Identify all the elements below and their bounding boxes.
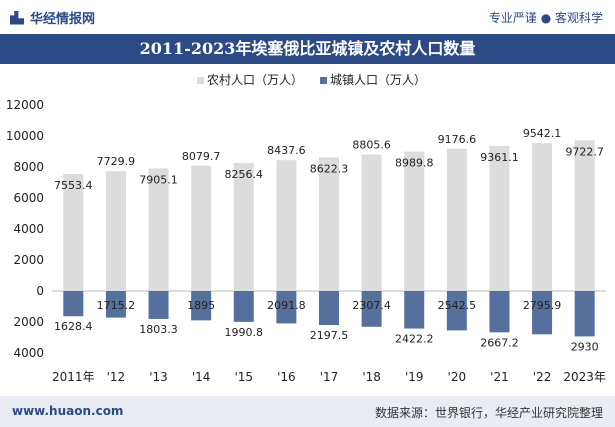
data-label-rural: 8256.4 bbox=[225, 168, 264, 181]
bar-urban bbox=[489, 291, 510, 333]
title-bar: 2011-2023年埃塞俄比亚城镇及农村人口数量 bbox=[0, 34, 615, 64]
bar-rural bbox=[446, 148, 467, 291]
bar-rural bbox=[361, 154, 382, 291]
legend-label-rural: 农村人口（万人） bbox=[207, 73, 303, 87]
bar-urban bbox=[361, 291, 382, 327]
bar-urban bbox=[404, 291, 425, 329]
data-label-rural: 7729.9 bbox=[97, 155, 136, 168]
bar-rural bbox=[319, 157, 339, 291]
bar-rural bbox=[105, 171, 126, 291]
data-label-urban: 2307.4 bbox=[352, 299, 391, 312]
data-label-urban: 2091.8 bbox=[267, 299, 306, 312]
x-tick-label: '17 bbox=[320, 370, 339, 384]
y-tick-label: 12000 bbox=[6, 98, 44, 112]
x-tick-label: 2011年 bbox=[52, 370, 95, 384]
data-label-urban: 1628.4 bbox=[54, 320, 93, 333]
y-tick-label: 4000 bbox=[13, 222, 44, 236]
y-tick-label: 2000 bbox=[13, 315, 44, 329]
bar-rural bbox=[276, 160, 297, 291]
data-label-rural: 9542.1 bbox=[523, 127, 562, 140]
bar-urban bbox=[319, 291, 339, 326]
bar-chart: 农村人口（万人） 城镇人口（万人） 12000 10000 8000 6000 4000 20… bbox=[6, 73, 606, 384]
bar-rural bbox=[574, 140, 595, 291]
data-label-urban: 1715.2 bbox=[97, 299, 136, 312]
bar-rural bbox=[404, 151, 425, 291]
bar-urban bbox=[276, 291, 297, 324]
bar-rural bbox=[233, 163, 254, 291]
data-label-urban: 2795.9 bbox=[523, 299, 562, 312]
data-label-rural: 7905.1 bbox=[139, 173, 178, 186]
y-tick-label: 8000 bbox=[13, 160, 44, 174]
bar-urban bbox=[446, 291, 467, 331]
data-label-rural: 9176.6 bbox=[438, 133, 477, 146]
x-tick-label: '20 bbox=[448, 370, 467, 384]
x-tick-label: '13 bbox=[149, 370, 168, 384]
data-label-urban: 1803.3 bbox=[139, 323, 178, 336]
x-tick-label: '12 bbox=[107, 370, 126, 384]
y-tick-label: 0 bbox=[36, 284, 44, 298]
y-tick-label: 2000 bbox=[13, 253, 44, 267]
legend-swatch-urban bbox=[320, 77, 327, 84]
data-label-rural: 8622.3 bbox=[310, 162, 349, 175]
bar-urban bbox=[574, 291, 595, 337]
brand-name: 华经情报网 bbox=[30, 12, 96, 27]
x-tick-label: '18 bbox=[362, 370, 381, 384]
footer-url: www.huaon.com bbox=[12, 404, 124, 418]
bar-urban bbox=[191, 291, 212, 321]
bar-rural bbox=[148, 168, 169, 291]
bar-rural bbox=[191, 165, 212, 291]
y-tick-label: 10000 bbox=[6, 129, 44, 143]
legend-label-urban: 城镇人口（万人） bbox=[330, 73, 426, 87]
bar-rural bbox=[63, 173, 84, 291]
bar-urban bbox=[532, 291, 553, 335]
y-tick-label: 6000 bbox=[13, 191, 44, 205]
data-label-rural: 8989.8 bbox=[395, 157, 434, 170]
chart-title: 2011-2023年埃塞俄比亚城镇及农村人口数量 bbox=[139, 39, 476, 58]
x-tick-label: '19 bbox=[405, 370, 424, 384]
data-source: 数据来源：世界银行，华经产业研究院整理 bbox=[374, 406, 603, 420]
data-label-urban: 2667.2 bbox=[480, 336, 519, 349]
y-tick-label: 4000 bbox=[13, 346, 44, 360]
data-label-rural: 7553.4 bbox=[54, 179, 93, 192]
x-tick-label: '14 bbox=[192, 370, 211, 384]
data-label-urban: 2542.5 bbox=[438, 299, 477, 312]
x-tick-label: '15 bbox=[234, 370, 253, 384]
tagline: 专业严谨 ● 客观科学 bbox=[488, 11, 603, 25]
legend-swatch-rural bbox=[197, 77, 204, 84]
data-label-urban: 1895 bbox=[187, 299, 215, 312]
data-label-rural: 8805.6 bbox=[352, 139, 391, 152]
x-tick-label: '22 bbox=[533, 370, 552, 384]
data-label-urban: 2422.2 bbox=[395, 333, 434, 346]
top-bar: 华经情报网 专业严谨 ● 客观科学 bbox=[0, 0, 615, 34]
x-tick-label: '16 bbox=[277, 370, 296, 384]
bar-urban bbox=[148, 291, 169, 319]
brand: 华经情报网 bbox=[10, 8, 95, 27]
bar-rural bbox=[489, 145, 510, 291]
footer: www.huaon.com 数据来源：世界银行，华经产业研究院整理 bbox=[0, 396, 615, 427]
data-label-urban: 1990.8 bbox=[225, 326, 264, 339]
data-label-rural: 8437.6 bbox=[267, 144, 306, 157]
data-label-rural: 9361.1 bbox=[480, 151, 519, 164]
bar-urban bbox=[63, 291, 84, 317]
data-label-rural: 9722.7 bbox=[565, 145, 604, 158]
x-tick-label: 2023年 bbox=[563, 370, 606, 384]
data-label-urban: 2930 bbox=[571, 340, 599, 353]
data-label-urban: 2197.5 bbox=[310, 329, 349, 342]
bar-urban bbox=[233, 291, 254, 322]
bar-rural bbox=[532, 143, 553, 291]
x-tick-label: '21 bbox=[490, 370, 509, 384]
bar-urban bbox=[105, 291, 126, 318]
data-label-rural: 8079.7 bbox=[182, 150, 221, 163]
